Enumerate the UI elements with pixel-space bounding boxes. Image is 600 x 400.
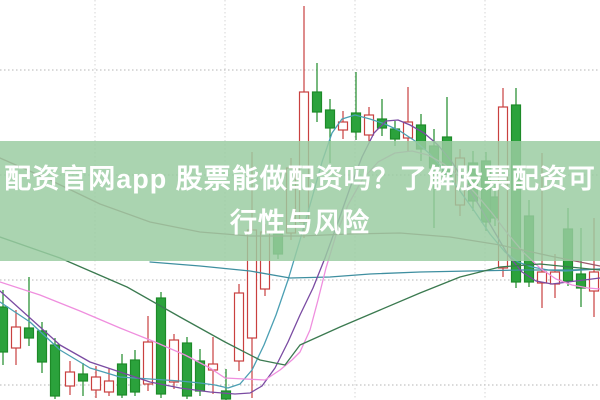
candle-body: [536, 271, 548, 284]
candle-body: [337, 121, 349, 131]
candle-body: [194, 360, 206, 392]
candle-body: [36, 330, 48, 363]
candle-body: [363, 114, 375, 136]
candle-body: [181, 342, 193, 397]
candle-body: [207, 363, 219, 371]
candle-body: [10, 326, 22, 349]
candle-body: [220, 390, 232, 400]
candle-body: [77, 373, 89, 382]
headline-line-2: 行性与风险: [230, 208, 370, 238]
candle-body: [142, 341, 154, 385]
candle-body: [49, 344, 61, 397]
candle-body: [588, 271, 600, 292]
candle-body: [90, 376, 102, 391]
candle-body: [350, 112, 362, 133]
candle-body: [116, 363, 128, 396]
candle-body: [64, 371, 76, 387]
candle-body: [324, 109, 336, 129]
candle-body: [311, 91, 323, 113]
headline-banner: 配资官网app 股票能做配资吗？了解股票配资可 行性与风险: [0, 141, 600, 261]
candle-body: [103, 380, 115, 393]
candle-body: [23, 327, 35, 339]
ma-dark-green: [0, 236, 600, 366]
headline-line-1: 配资官网app 股票能做配资吗？了解股票配资可: [4, 164, 596, 194]
candle-body: [402, 121, 414, 139]
candle-body: [168, 339, 180, 383]
candle-body: [233, 292, 245, 362]
ma-long-teal: [149, 261, 600, 279]
candle-body: [0, 306, 9, 353]
